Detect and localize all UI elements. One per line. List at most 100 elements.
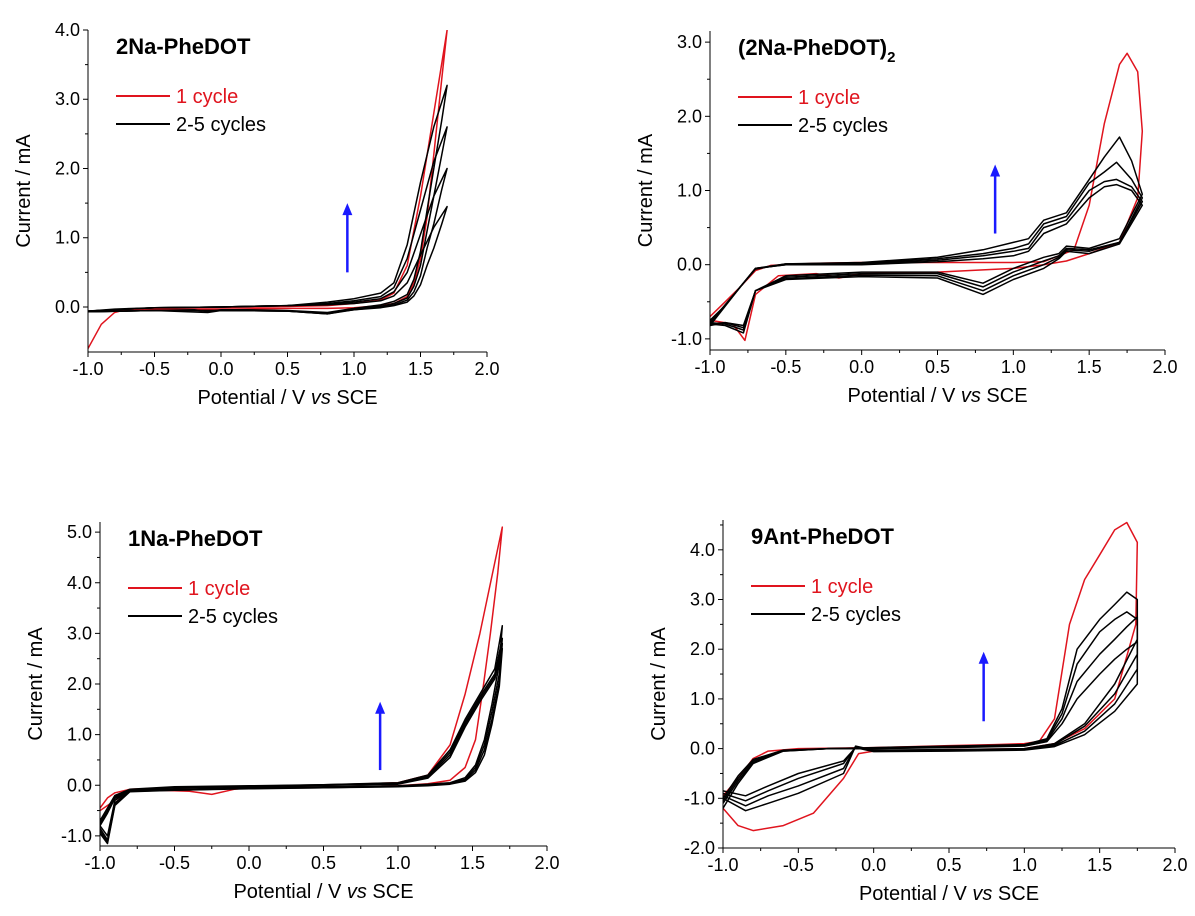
x-tick-label: 1.0 (341, 359, 366, 379)
series-line-3 (710, 161, 1144, 331)
trend-arrow-head (990, 164, 1001, 177)
y-tick-label: 3.0 (690, 590, 715, 610)
x-axis-label-part: vs (347, 881, 367, 903)
y-tick-label: 0.0 (690, 739, 715, 759)
legend-label-1: 1 cycle (176, 86, 238, 108)
x-tick-label: 1.5 (460, 853, 485, 873)
y-tick-label: 5.0 (67, 522, 92, 542)
y-tick-label: 3.0 (677, 32, 702, 52)
y-tick-label: -2.0 (684, 838, 715, 858)
y-tick-label: 3.0 (55, 89, 80, 109)
x-tick-label: 0.0 (236, 853, 261, 873)
x-tick-label: 1.5 (1087, 855, 1112, 875)
x-tick-label: 2.0 (534, 853, 559, 873)
panel-title-main: 9Ant-PheDOT (751, 524, 895, 549)
x-tick-label: 2.0 (1162, 855, 1187, 875)
x-tick-label: -0.5 (770, 357, 801, 377)
x-axis-label-part: SCE (981, 385, 1028, 407)
x-tick-label: 0.5 (311, 853, 336, 873)
y-tick-label: 0.0 (677, 255, 702, 275)
x-tick-label: 0.5 (275, 359, 300, 379)
x-tick-label: -1.0 (84, 853, 115, 873)
x-axis-label-part: vs (972, 883, 992, 905)
y-tick-label: 2.0 (55, 158, 80, 178)
x-axis-label-part: SCE (992, 883, 1039, 905)
y-tick-label: 3.0 (67, 623, 92, 643)
series-line-2 (88, 84, 448, 314)
x-axis-label-part: Potential / V (847, 385, 960, 407)
x-tick-label: 1.0 (1012, 855, 1037, 875)
x-axis-label: Potential / V vs SCE (233, 881, 413, 903)
y-tick-label: 4.0 (690, 540, 715, 560)
x-tick-label: 2.0 (474, 359, 499, 379)
series-line-5 (88, 205, 448, 314)
y-tick-label: 1.0 (67, 725, 92, 745)
trend-arrow-head (978, 651, 989, 664)
y-tick-label: 1.0 (677, 181, 702, 201)
chart-panel-1: -1.0 -0.5 0.0 0.5 1.0 1.5 2.0 0.0 1.0 2.0 3.0 4.0 Po… (13, 20, 500, 409)
y-axis-label: Current / mA (13, 134, 35, 248)
panel-title: (2Na-PheDOT)2 (738, 35, 895, 66)
y-tick-label: -1.0 (684, 788, 715, 808)
series-line-5 (100, 647, 504, 845)
panel-title-main: 2Na-PheDOT (116, 34, 251, 59)
x-tick-label: -1.0 (694, 357, 725, 377)
y-tick-label: 2.0 (67, 674, 92, 694)
x-tick-label: 0.5 (936, 855, 961, 875)
x-tick-label: -0.5 (139, 359, 170, 379)
x-tick-label: 0.5 (925, 357, 950, 377)
y-tick-label: 0.0 (67, 775, 92, 795)
x-axis-label-part: SCE (367, 881, 414, 903)
x-tick-label: -1.0 (72, 359, 103, 379)
y-tick-label: 2.0 (677, 106, 702, 126)
chart-panel-3: -1.0 -0.5 0.0 0.5 1.0 1.5 2.0 -1.0 0.0 1.0 2.0 3.0 4… (25, 522, 560, 903)
x-tick-label: -1.0 (707, 855, 738, 875)
panel-title: 1Na-PheDOT (128, 526, 263, 551)
series-group (100, 526, 504, 845)
y-tick-label: 0.0 (55, 297, 80, 317)
y-tick-label: 4.0 (55, 20, 80, 40)
x-tick-label: 0.0 (861, 855, 886, 875)
chart-panel-4: -1.0 -0.5 0.0 0.5 1.0 1.5 2.0-2.0-1.00.01.02.0… (648, 520, 1188, 905)
x-tick-label: 1.5 (1077, 357, 1102, 377)
panel-title-subscript: 2 (887, 49, 895, 66)
series-group (710, 52, 1144, 342)
legend-label-2: 2-5 cycles (176, 114, 266, 136)
y-axis-label: Current / mA (648, 627, 670, 741)
x-tick-label: 0.0 (849, 357, 874, 377)
y-axis-label: Current / mA (25, 627, 47, 741)
x-tick-label: 2.0 (1152, 357, 1177, 377)
x-tick-label: 1.0 (1001, 357, 1026, 377)
trend-arrow-head (375, 701, 386, 714)
x-axis-label-part: vs (311, 387, 331, 409)
x-tick-label: -0.5 (159, 853, 190, 873)
x-axis-label-part: Potential / V (233, 881, 346, 903)
panel-title: 2Na-PheDOT (116, 34, 251, 59)
legend-label-2: 2-5 cycles (811, 604, 901, 626)
x-tick-label: 0.0 (208, 359, 233, 379)
legend-label-1: 1 cycle (811, 576, 873, 598)
series-line-5 (710, 183, 1144, 327)
y-tick-label: 1.0 (55, 228, 80, 248)
legend-label-1: 1 cycle (798, 87, 860, 109)
x-axis-label-part: Potential / V (859, 883, 972, 905)
x-axis-label-part: SCE (331, 387, 378, 409)
y-tick-label: -1.0 (671, 329, 702, 349)
x-tick-label: 1.0 (385, 853, 410, 873)
x-tick-label: 1.5 (408, 359, 433, 379)
series-line-5 (723, 641, 1139, 799)
series-group (723, 521, 1139, 832)
panel-title: 9Ant-PheDOT (751, 524, 895, 549)
legend-label-1: 1 cycle (188, 578, 250, 600)
x-tick-label: -0.5 (783, 855, 814, 875)
series-line-4 (710, 178, 1144, 329)
series-group (88, 30, 448, 349)
trend-arrow-head (342, 203, 353, 216)
y-axis-label: Current / mA (635, 133, 657, 247)
chart-panel-2: -1.0 -0.5 0.0 0.5 1.0 1.5 2.0 -1.0 0.0 1.0 2.0 3.0 P… (635, 31, 1178, 407)
x-axis-label: Potential / V vs SCE (847, 385, 1027, 407)
x-axis-label-part: vs (961, 385, 981, 407)
panel-title-main: (2Na-PheDOT) (738, 35, 887, 60)
